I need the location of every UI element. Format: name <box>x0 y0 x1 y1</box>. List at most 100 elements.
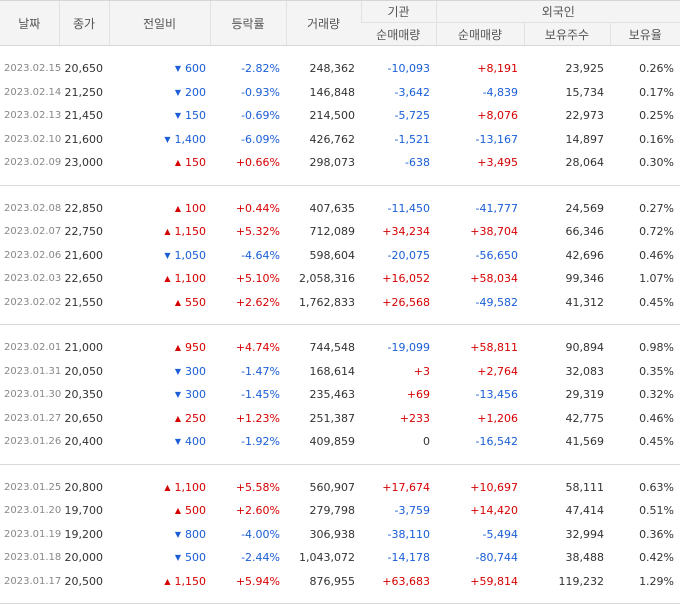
change-cell: ▼ 400 <box>109 430 210 454</box>
group-separator <box>0 314 680 325</box>
down-arrow-icon: ▼ <box>174 529 181 539</box>
change-cell: ▼ 300 <box>109 383 210 407</box>
volume-cell: 1,043,072 <box>299 551 355 565</box>
down-arrow-icon: ▼ <box>174 111 181 121</box>
change-value: 300 <box>185 388 206 402</box>
volume-cell: 407,635 <box>309 201 356 215</box>
change-value: 500 <box>185 504 206 518</box>
ratio-cell: 0.32% <box>639 388 675 402</box>
close-cell: 20,400 <box>64 435 104 449</box>
header-foreign: 외국인 <box>435 0 680 23</box>
inst-net-cell: -11,450 <box>387 201 430 215</box>
table-row: 2023.01.17 20,500 ▲ 1,150 +5.94% 876,955 +63,6… <box>0 570 680 594</box>
inst-net-cell: +3 <box>413 364 430 378</box>
group-spacer <box>0 185 680 197</box>
change-cell: ▼ 150 <box>109 104 210 128</box>
ratio-cell: 0.25% <box>639 109 675 123</box>
volume-cell: 248,362 <box>309 62 356 76</box>
header-change: 전일비 <box>108 0 210 46</box>
foreign-net-cell: +1,206 <box>477 411 518 425</box>
holdings-cell: 28,064 <box>565 156 605 170</box>
down-arrow-icon: ▼ <box>174 390 181 400</box>
date-cell: 2023.01.25 <box>4 481 62 493</box>
close-cell: 21,000 <box>64 341 104 355</box>
inst-net-cell: +63,683 <box>382 574 430 588</box>
table-row: 2023.01.20 19,700 ▲ 500 +2.60% 279,798 -3,759 +… <box>0 499 680 523</box>
inst-net-cell: -19,099 <box>387 341 430 355</box>
change-value: 1,150 <box>174 574 207 588</box>
foreign-net-cell: +8,076 <box>477 109 518 123</box>
up-arrow-icon: ▲ <box>164 274 171 284</box>
header-rate: 등락률 <box>209 0 286 46</box>
foreign-net-cell: -80,744 <box>475 551 518 565</box>
close-cell: 23,000 <box>64 156 104 170</box>
close-cell: 21,600 <box>64 132 104 146</box>
change-value: 150 <box>185 156 206 170</box>
volume-cell: 876,955 <box>309 574 356 588</box>
foreign-net-cell: -49,582 <box>475 295 518 309</box>
table-row: 2023.02.08 22,850 ▲ 100 +0.44% 407,635 -11,450… <box>0 197 680 221</box>
volume-cell: 409,859 <box>309 435 356 449</box>
inst-net-cell: +233 <box>399 411 430 425</box>
foreign-net-cell: -4,839 <box>482 85 518 99</box>
holdings-cell: 38,488 <box>565 551 605 565</box>
up-arrow-icon: ▲ <box>164 576 171 586</box>
ratio-cell: 0.36% <box>639 527 675 541</box>
ratio-cell: 1.07% <box>639 272 675 286</box>
table-row: 2023.02.02 21,550 ▲ 550 +2.62% 1,762,833 +26,5… <box>0 291 680 315</box>
table-header: 날짜 종가 전일비 등락률 거래량 기관 외국인 순매매량 순매매량 보유주수 … <box>0 0 680 46</box>
holdings-cell: 66,346 <box>565 225 605 239</box>
group-separator <box>0 593 680 604</box>
volume-cell: 279,798 <box>309 504 356 518</box>
foreign-net-cell: +14,420 <box>470 504 518 518</box>
inst-net-cell: +17,674 <box>382 480 430 494</box>
date-cell: 2023.01.26 <box>4 436 62 448</box>
volume-cell: 744,548 <box>309 341 356 355</box>
change-cell: ▲ 550 <box>109 291 210 315</box>
down-arrow-icon: ▼ <box>164 134 171 144</box>
rate-cell: -6.09% <box>241 132 280 146</box>
rate-cell: +5.94% <box>235 574 280 588</box>
header-close: 종가 <box>58 0 109 46</box>
table-row: 2023.02.14 21,250 ▼ 200 -0.93% 146,848 -3,642 -… <box>0 81 680 105</box>
ratio-cell: 0.51% <box>639 504 675 518</box>
volume-cell: 560,907 <box>309 480 356 494</box>
volume-cell: 598,604 <box>309 248 356 262</box>
date-cell: 2023.02.06 <box>4 249 62 261</box>
rate-cell: -1.47% <box>241 364 280 378</box>
change-value: 250 <box>185 411 206 425</box>
rate-cell: +0.44% <box>235 201 280 215</box>
inst-net-cell: -20,075 <box>387 248 430 262</box>
close-cell: 20,050 <box>64 364 104 378</box>
change-value: 800 <box>185 527 206 541</box>
table-row: 2023.02.13 21,450 ▼ 150 -0.69% 214,500 -5,725 +… <box>0 104 680 128</box>
date-cell: 2023.02.13 <box>4 110 62 122</box>
inst-net-cell: -1,521 <box>394 132 430 146</box>
foreign-net-cell: +3,495 <box>477 156 518 170</box>
close-cell: 19,700 <box>64 504 104 518</box>
volume-cell: 712,089 <box>309 225 356 239</box>
foreign-net-cell: -41,777 <box>475 201 518 215</box>
change-cell: ▲ 500 <box>109 499 210 523</box>
up-arrow-icon: ▲ <box>174 343 181 353</box>
volume-cell: 1,762,833 <box>299 295 355 309</box>
change-cell: ▲ 950 <box>109 336 210 360</box>
foreign-net-cell: -5,494 <box>482 527 518 541</box>
table-body: 2023.02.15 20,650 ▼ 600 -2.82% 248,362 -10,093… <box>0 46 680 604</box>
close-cell: 21,600 <box>64 248 104 262</box>
rate-cell: -2.44% <box>241 551 280 565</box>
rate-cell: +5.58% <box>235 480 280 494</box>
rate-cell: +1.23% <box>235 411 280 425</box>
up-arrow-icon: ▲ <box>174 506 181 516</box>
change-cell: ▼ 300 <box>109 360 210 384</box>
up-arrow-icon: ▲ <box>164 227 171 237</box>
rate-cell: +0.66% <box>235 156 280 170</box>
holdings-cell: 90,894 <box>565 341 605 355</box>
close-cell: 21,250 <box>64 85 104 99</box>
date-cell: 2023.02.02 <box>4 296 62 308</box>
date-cell: 2023.01.18 <box>4 552 62 564</box>
foreign-net-cell: -16,542 <box>475 435 518 449</box>
date-cell: 2023.01.17 <box>4 575 62 587</box>
header-institution: 기관 <box>360 0 436 23</box>
